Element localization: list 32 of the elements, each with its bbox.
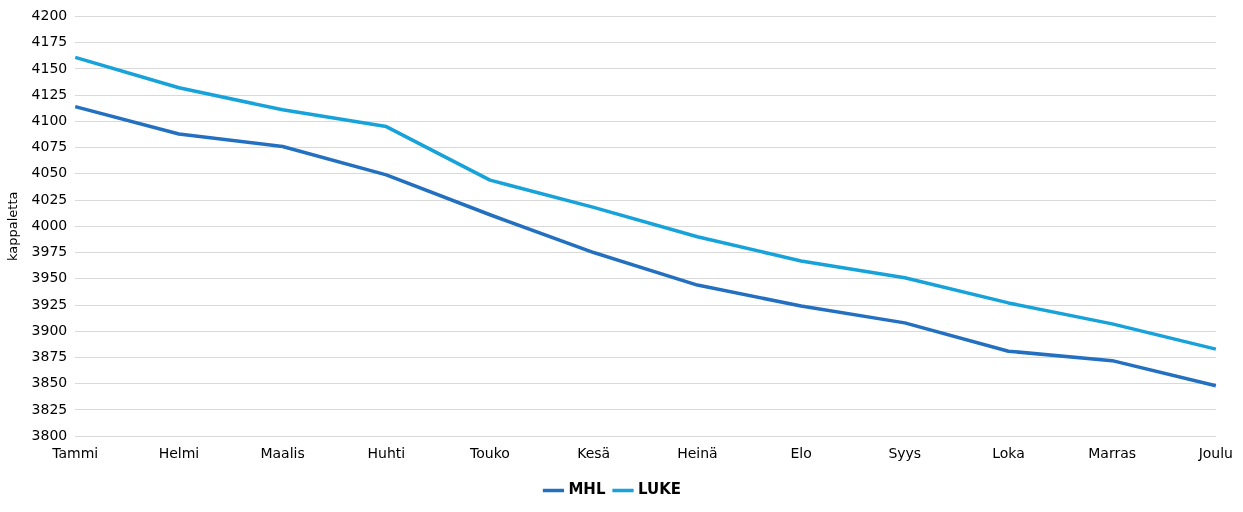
y-tick-label: 4000 [31,216,68,233]
y-tick-label: 4150 [31,59,68,76]
y-axis-title: kappaletta [5,191,21,262]
x-tick-label: Huhti [367,445,406,462]
y-tick-label: 3925 [31,295,68,312]
y-tick-label: 3950 [31,269,68,286]
x-tick-label: Joulu [1197,445,1234,462]
x-tick-label: Maalis [260,445,305,462]
x-tick-label: Marras [1088,445,1137,462]
y-tick-label: 3900 [31,321,68,338]
x-tick-label: Heinä [677,445,718,462]
x-tick-label: Elo [790,445,812,462]
y-tick-label: 4125 [31,85,68,102]
x-tick-label: Syys [888,445,922,462]
y-tick-label: 4025 [31,190,68,207]
y-tick-label: 4200 [31,7,68,24]
legend-label: LUKE [637,480,682,499]
x-tick-label: Tammi [51,445,99,462]
y-tick-label: 3825 [31,400,68,417]
y-tick-label: 4100 [31,111,68,128]
legend-label: MHL [568,480,606,499]
y-tick-label: 4075 [31,138,68,155]
y-tick-label: 4175 [31,33,68,50]
y-tick-label: 3975 [31,243,68,260]
y-tick-label: 3800 [31,426,68,443]
y-tick-label: 3875 [31,348,68,365]
x-tick-label: Loka [992,445,1025,462]
x-tick-label: Touko [469,445,510,462]
y-tick-label: 3850 [31,374,68,391]
y-tick-label: 4050 [31,164,68,181]
x-tick-label: Helmi [158,445,200,462]
x-tick-label: Kesä [577,445,611,462]
